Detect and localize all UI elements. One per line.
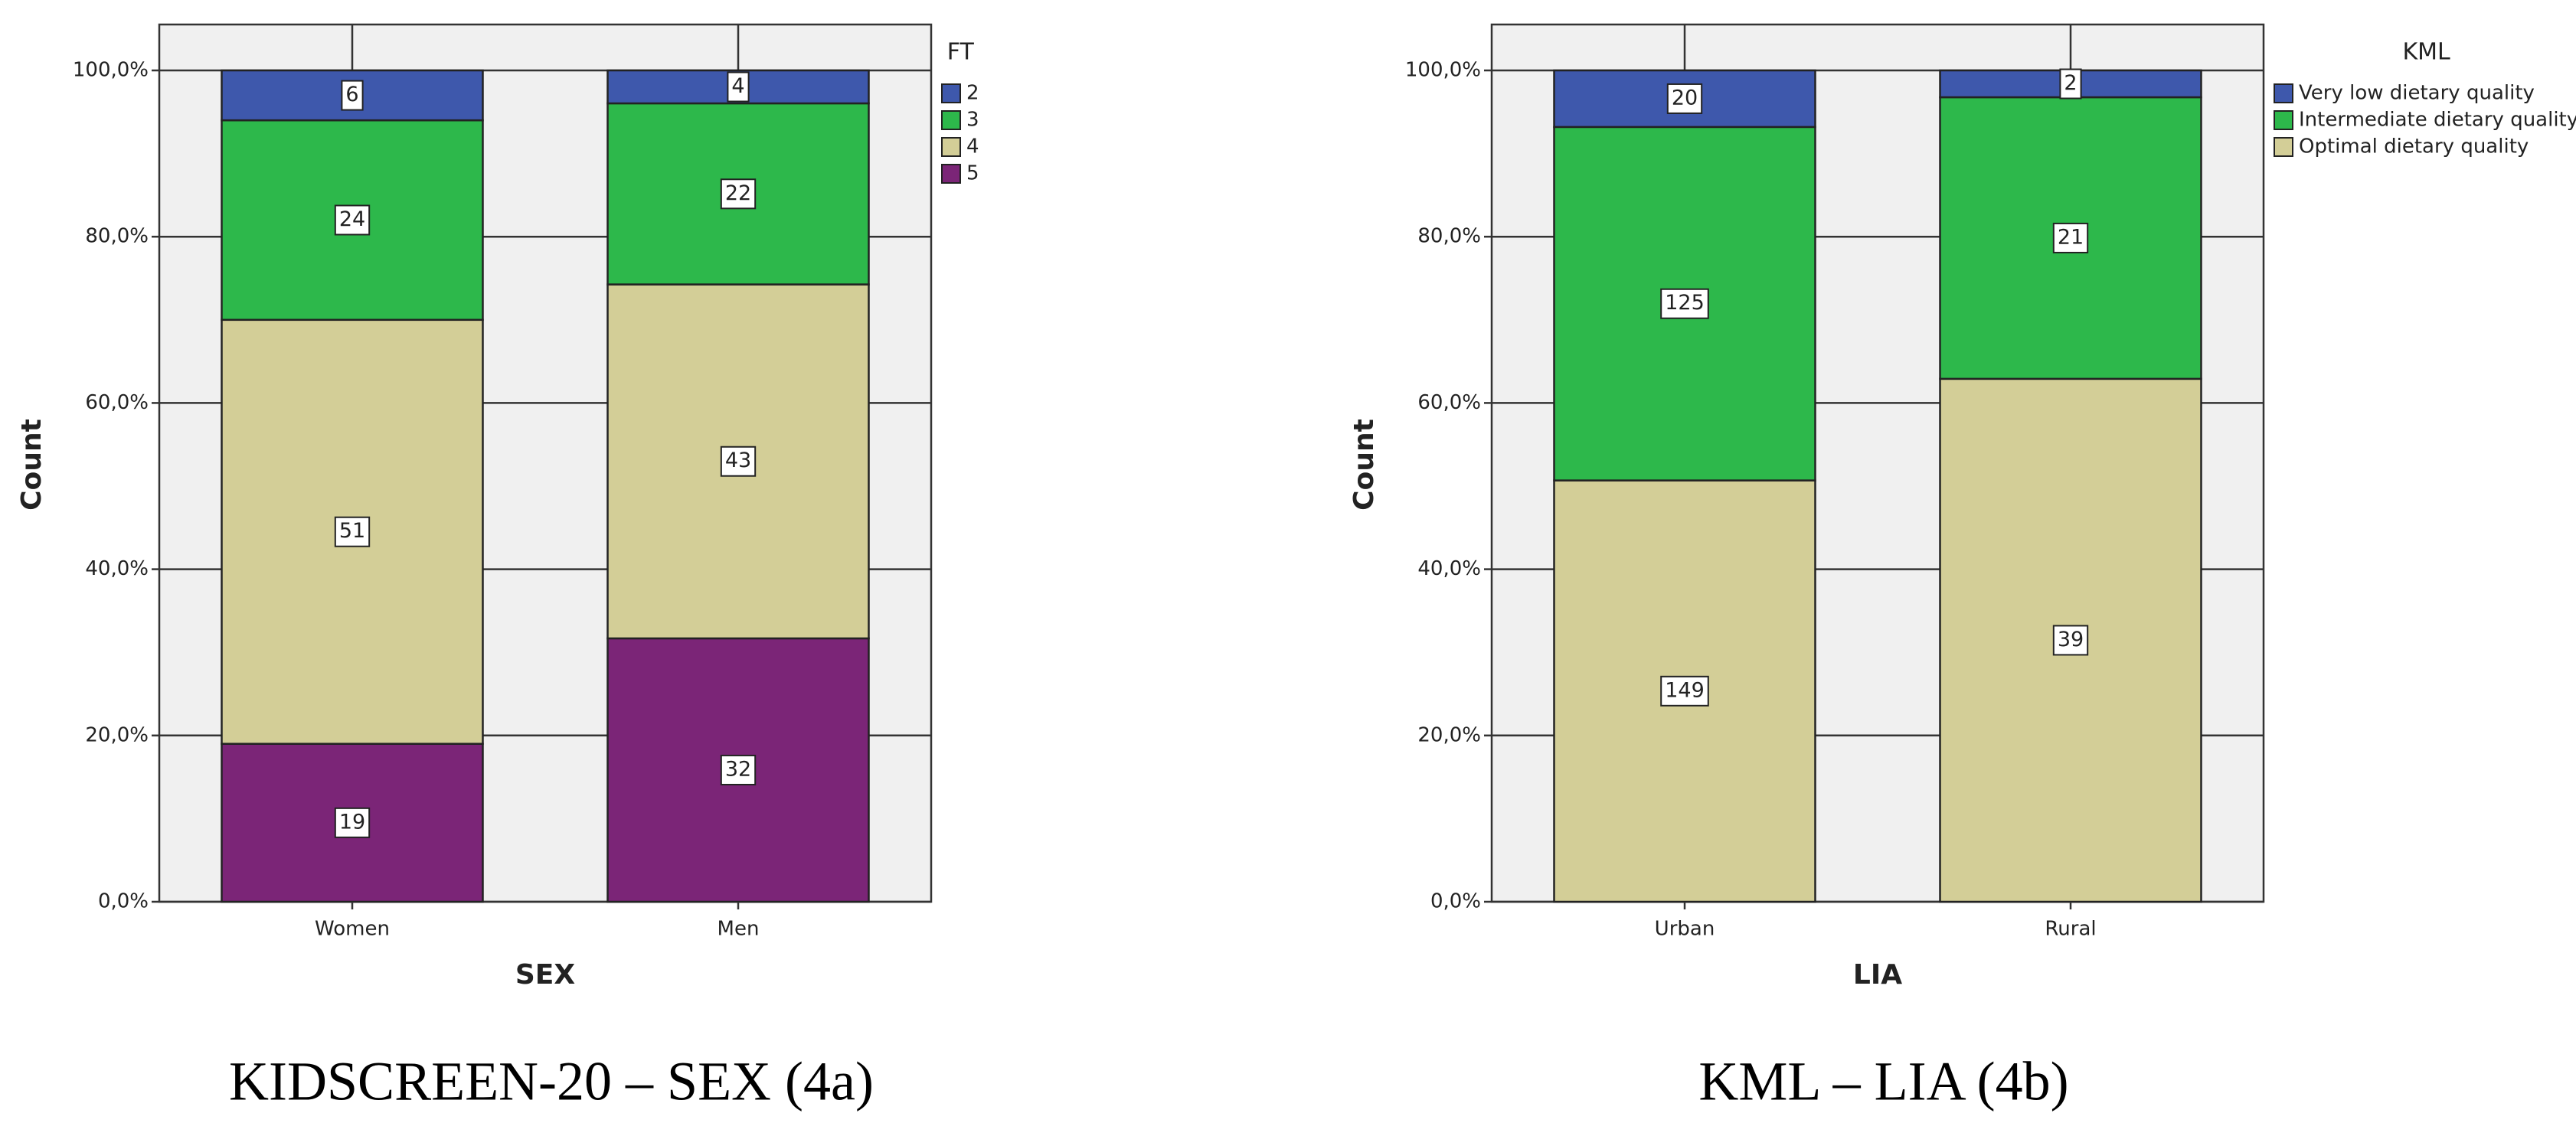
y-axis-title: Count [16, 419, 47, 511]
data-label: 39 [2058, 628, 2084, 651]
data-label-box [334, 204, 371, 236]
data-label: 32 [725, 757, 751, 781]
caption: KML – LIA (4b) [1698, 1051, 2068, 1112]
data-label-box [1660, 288, 1709, 319]
data-label: 21 [2058, 225, 2084, 249]
legend-title: FT [947, 39, 975, 66]
data-label-box [1666, 83, 1703, 114]
legend-swatch [2274, 137, 2293, 157]
data-label-box [334, 516, 371, 547]
y-axis-title: Count [1348, 419, 1380, 511]
legend-label: 3 [966, 109, 979, 132]
legend-swatch [941, 137, 961, 157]
data-label-box [334, 807, 371, 838]
data-label: 2 [2064, 71, 2077, 95]
y-tick-label: 20,0% [1417, 723, 1481, 746]
data-label: 19 [339, 810, 365, 834]
data-label-box [2052, 222, 2089, 253]
y-tick-label: 60,0% [85, 391, 149, 414]
y-tick-label: 40,0% [85, 557, 149, 580]
y-tick-label: 80,0% [85, 225, 149, 248]
x-axis-title: LIA [1853, 959, 1902, 991]
data-label-box [720, 446, 757, 477]
data-label: 51 [339, 519, 365, 543]
legend-title: KML [2402, 39, 2450, 66]
chart: 0,0% 20,0% 40,0% 60,0% 80,0% 100,0% Women Men 19… [16, 23, 979, 1112]
legend-label: Very low dietary quality [2299, 82, 2535, 105]
y-tick-label: 100,0% [1405, 59, 1481, 82]
legend-label: Optimal dietary quality [2299, 135, 2529, 158]
x-tick-label: Men [718, 918, 760, 941]
legend-label: 2 [966, 82, 979, 105]
y-tick-label: 0,0% [1430, 890, 1481, 913]
data-label-box [720, 754, 757, 785]
data-label-box [2052, 625, 2089, 656]
legend-label: 4 [966, 135, 979, 158]
data-label: 20 [1672, 86, 1698, 109]
legend-swatch [941, 83, 961, 103]
y-tick-label: 100,0% [73, 59, 149, 82]
data-label-box [720, 178, 757, 210]
x-axis-title: SEX [515, 959, 576, 991]
data-label: 125 [1665, 291, 1705, 315]
data-label: 6 [345, 83, 358, 106]
data-label: 43 [725, 449, 751, 472]
data-label: 4 [731, 74, 744, 98]
y-tick-label: 60,0% [1417, 391, 1481, 414]
y-tick-label: 40,0% [1417, 557, 1481, 580]
y-tick-label: 20,0% [85, 723, 149, 746]
y-tick-label: 0,0% [98, 890, 149, 913]
x-tick-label: Women [315, 918, 390, 941]
x-tick-label: Urban [1655, 918, 1715, 941]
caption: KIDSCREEN-20 – SEX (4a) [229, 1051, 874, 1112]
legend-label: Intermediate dietary quality [2299, 109, 2576, 132]
y-tick-label: 80,0% [1417, 225, 1481, 248]
legend-label: 5 [966, 162, 979, 185]
data-label-box [727, 71, 750, 103]
data-label-box [1660, 675, 1709, 707]
data-label: 24 [339, 207, 365, 231]
data-label: 149 [1665, 678, 1705, 702]
legend-swatch [941, 164, 961, 184]
legend-swatch [2274, 83, 2293, 103]
x-tick-label: Rural [2045, 918, 2096, 941]
data-label: 22 [725, 181, 751, 205]
data-label-box [341, 80, 364, 111]
chart: 0,0% 20,0% 40,0% 60,0% 80,0% 100,0% Urban Rural… [1348, 23, 2576, 1112]
legend-swatch [941, 110, 961, 130]
data-label-box [2059, 68, 2082, 100]
legend-swatch [2274, 110, 2293, 130]
